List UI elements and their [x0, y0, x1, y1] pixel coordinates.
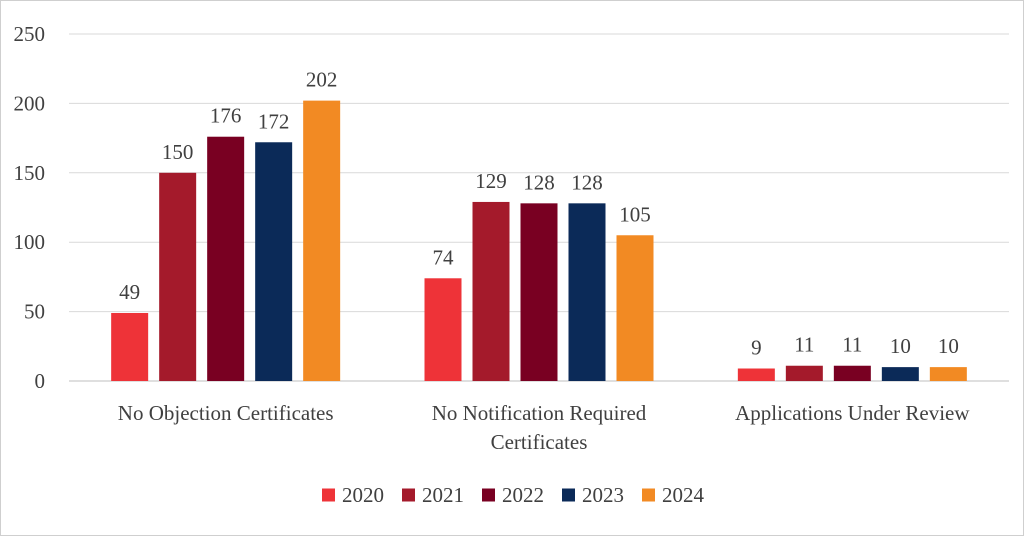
- data-label: 176: [210, 104, 242, 128]
- y-tick-label: 100: [14, 230, 46, 254]
- bar-2024: [303, 100, 341, 382]
- bar-2021: [472, 201, 510, 381]
- legend-label: 2023: [582, 483, 624, 507]
- legend-swatch-2023: [562, 488, 575, 502]
- data-label: 128: [523, 170, 555, 194]
- bar-2022: [207, 136, 245, 381]
- data-label: 11: [842, 333, 862, 357]
- category-label: No Objection Certificates: [118, 401, 334, 425]
- category-label: No Notification Required: [432, 401, 647, 425]
- bar-2024: [616, 235, 654, 381]
- legend-label: 2021: [422, 483, 464, 507]
- data-label: 10: [938, 334, 959, 358]
- data-label: 9: [751, 336, 762, 360]
- bar-2020: [111, 312, 149, 381]
- data-label: 11: [794, 333, 814, 357]
- x-axis: No Objection Certificates No Notification…: [118, 401, 971, 454]
- data-label: 10: [890, 334, 911, 358]
- y-tick-label: 50: [24, 300, 45, 324]
- bar-2023: [881, 367, 919, 381]
- legend-label: 2024: [662, 483, 705, 507]
- bar-2023: [568, 203, 606, 381]
- bar-2023: [255, 142, 293, 381]
- y-tick-label: 150: [14, 161, 46, 185]
- bar-2020: [737, 368, 775, 381]
- bars: [111, 100, 967, 382]
- y-tick-label: 0: [35, 369, 46, 393]
- data-label: 172: [258, 109, 290, 133]
- legend-swatch-2020: [322, 488, 335, 502]
- data-label: 150: [162, 140, 194, 164]
- y-tick-label: 200: [14, 91, 46, 115]
- data-label: 74: [433, 245, 455, 269]
- bar-2024: [929, 367, 967, 381]
- bar-2020: [424, 278, 462, 381]
- data-label: 129: [475, 169, 507, 193]
- legend-swatch-2021: [402, 488, 415, 502]
- bar-2021: [159, 172, 197, 381]
- bar-2021: [785, 365, 823, 381]
- category-label: Applications Under Review: [735, 401, 970, 425]
- data-label: 128: [571, 170, 603, 194]
- legend-swatch-2022: [482, 488, 495, 502]
- bar-2022: [520, 203, 558, 381]
- y-axis: 0 50 100 150 200 250: [14, 22, 46, 393]
- category-label: Certificates: [491, 430, 588, 454]
- data-labels: 49 150 176 172 202 74 129 128 128 105 9 11 11 10 10: [119, 68, 959, 360]
- data-label: 202: [306, 68, 338, 92]
- legend-swatch-2024: [642, 488, 655, 502]
- legend-label: 2020: [342, 483, 384, 507]
- data-label: 49: [119, 280, 140, 304]
- legend: 2020 2021 2022 2023 2024: [322, 483, 705, 507]
- legend-label: 2022: [502, 483, 544, 507]
- bar-2022: [833, 365, 871, 381]
- y-tick-label: 250: [14, 22, 46, 46]
- data-label: 105: [619, 202, 651, 226]
